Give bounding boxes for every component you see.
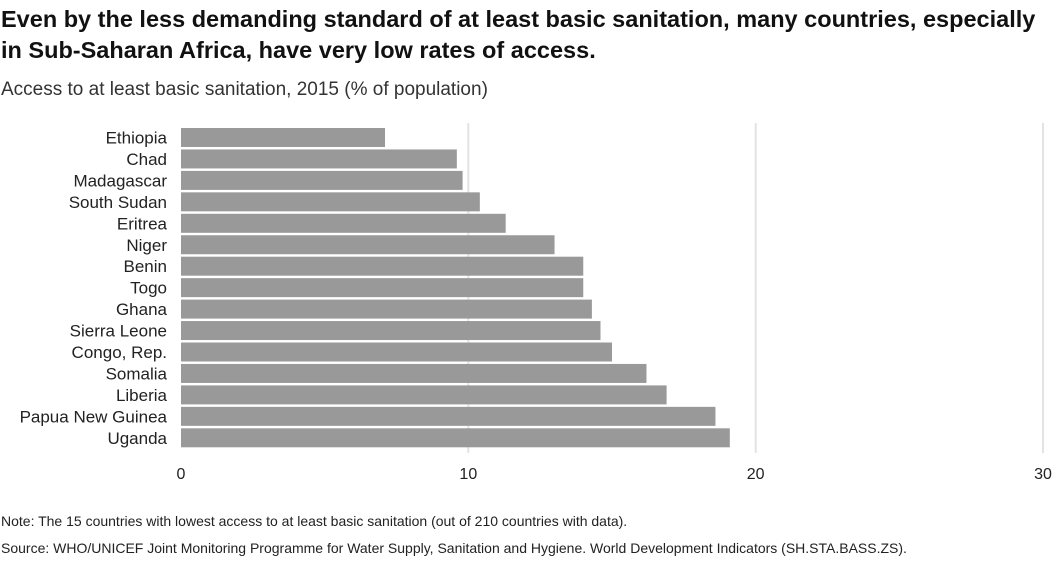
chart-source: Source: WHO/UNICEF Joint Monitoring Prog…: [1, 540, 907, 556]
bar-togo: [181, 278, 584, 298]
bar-uganda: [181, 428, 730, 448]
bar-niger: [181, 235, 555, 255]
bar-liberia: [181, 385, 667, 405]
x-tick-label: 10: [459, 466, 477, 483]
bar-congo-rep-: [181, 342, 612, 362]
chart-title: Even by the less demanding standard of a…: [1, 6, 1036, 63]
bar-papua-new-guinea: [181, 406, 716, 426]
bar-madagascar: [181, 170, 463, 190]
bars: [181, 128, 730, 448]
category-label: Ethiopia: [106, 129, 168, 148]
bar-chart: Ethiopia Chad Madagascar South Sudan Eritrea…: [20, 123, 1052, 483]
category-label: Ghana: [116, 300, 168, 319]
bar-sierra-leone: [181, 321, 601, 341]
bar-south-sudan: [181, 192, 480, 212]
category-label: Liberia: [116, 386, 168, 405]
category-labels: Ethiopia Chad Madagascar South Sudan Eritrea…: [20, 129, 168, 448]
category-label: Eritrea: [117, 214, 168, 233]
category-label: Niger: [126, 236, 167, 255]
category-label: Papua New Guinea: [20, 407, 168, 426]
bar-benin: [181, 256, 584, 276]
category-label: South Sudan: [69, 193, 167, 212]
chart-note: Note: The 15 countries with lowest acces…: [1, 513, 628, 529]
bar-somalia: [181, 363, 647, 383]
category-label: Uganda: [107, 429, 167, 448]
category-label: Benin: [124, 257, 167, 276]
x-tick-label: 20: [747, 466, 765, 483]
chart-subtitle: Access to at least basic sanitation, 201…: [1, 79, 488, 100]
category-label: Togo: [130, 279, 167, 298]
x-tick-label: 30: [1034, 466, 1052, 483]
x-tick-label: 0: [177, 466, 186, 483]
bar-ethiopia: [181, 128, 386, 147]
category-label: Congo, Rep.: [72, 343, 167, 362]
category-label: Madagascar: [73, 171, 167, 190]
category-label: Somalia: [106, 364, 168, 383]
bar-eritrea: [181, 213, 506, 233]
bar-chad: [181, 149, 457, 169]
category-label: Chad: [126, 150, 167, 169]
bar-ghana: [181, 299, 592, 319]
category-label: Sierra Leone: [70, 322, 167, 341]
x-axis-tick-labels: 0 10 20 30: [177, 466, 1052, 483]
